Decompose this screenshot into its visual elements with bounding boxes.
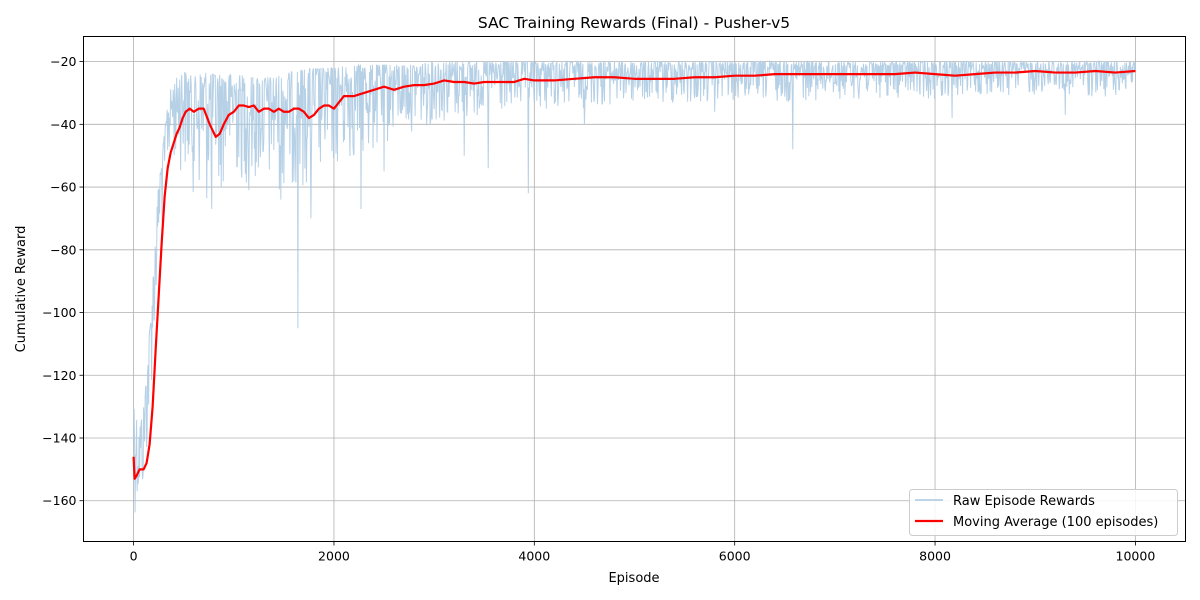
y-tick-label: −120	[42, 368, 76, 383]
x-tick-label: 8000	[919, 549, 951, 564]
y-tick-label: −160	[42, 493, 76, 508]
moving-average-line	[132, 69, 1136, 480]
x-tick-label: 6000	[719, 549, 751, 564]
legend-box	[909, 489, 1178, 536]
chart-title: SAC Training Rewards (Final) - Pusher-v5	[478, 14, 790, 32]
x-tick-label: 2000	[318, 549, 350, 564]
legend-avg-label: Moving Average (100 episodes)	[953, 515, 1158, 530]
x-tick-label: 0	[130, 549, 138, 564]
y-tick-label: −20	[50, 54, 76, 69]
x-tick-label: 4000	[518, 549, 550, 564]
legend: Raw Episode Rewards Moving Average (100 …	[909, 489, 1178, 536]
legend-raw-label: Raw Episode Rewards	[953, 494, 1095, 509]
y-tick-label: −140	[42, 430, 76, 445]
y-tick-label: −60	[50, 180, 76, 195]
y-axis-ticks: −160 −140 −120 −100 −80 −60 −40 −20	[42, 54, 84, 508]
x-tick-label: 10000	[1116, 549, 1156, 564]
moving-average-series	[132, 69, 1136, 480]
raw-rewards-series	[133, 59, 1136, 513]
raw-rewards-line	[133, 59, 1136, 513]
plot-frame	[83, 36, 1186, 542]
x-axis-ticks: 0 2000 4000 6000 8000 10000	[130, 541, 1156, 564]
x-axis-label: Episode	[608, 571, 659, 586]
y-axis-label: Cumulative Reward	[14, 226, 29, 353]
y-tick-label: −40	[50, 117, 76, 132]
y-tick-label: −80	[50, 242, 76, 257]
y-tick-label: −100	[42, 305, 76, 320]
